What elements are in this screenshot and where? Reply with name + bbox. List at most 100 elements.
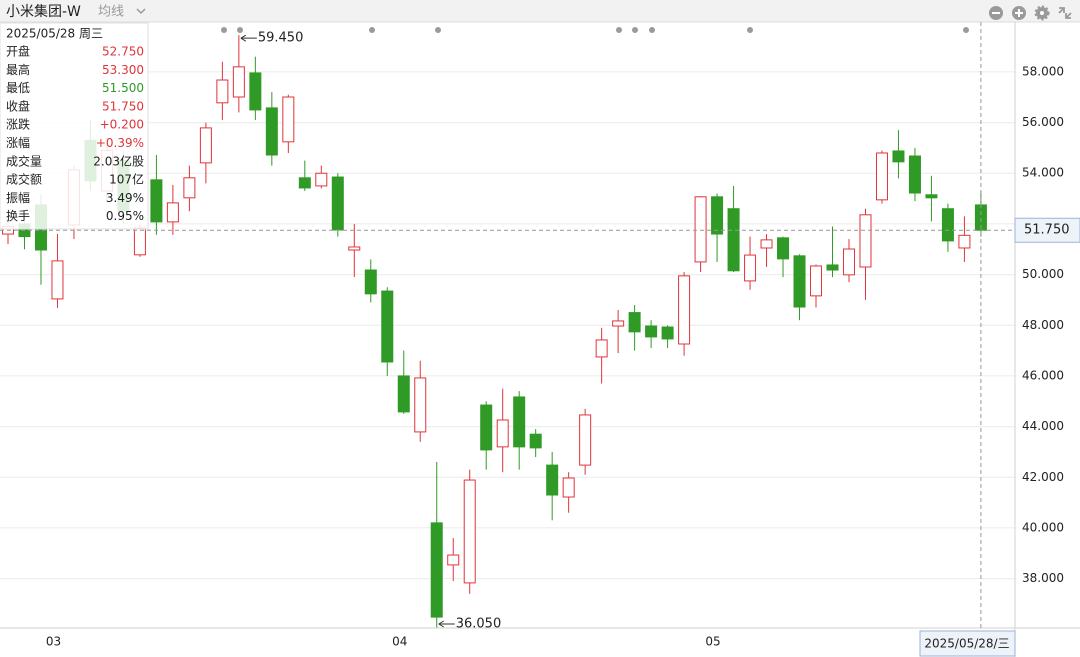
info-value: 0.95% (106, 209, 144, 223)
y-tick-label: 42.000 (1022, 470, 1064, 484)
event-marker[interactable] (649, 27, 655, 33)
candle-body (447, 554, 460, 566)
crosshair-date-box (919, 630, 1016, 657)
candle-body (315, 172, 328, 187)
candle-body (562, 477, 575, 498)
event-marker[interactable] (435, 27, 441, 33)
info-value: +0.39% (96, 136, 144, 150)
candle-body (51, 260, 64, 300)
candle-body (331, 176, 344, 231)
info-label: 成交额 (6, 172, 42, 187)
info-value: 3.49% (106, 191, 144, 205)
candle-body (166, 202, 179, 223)
candle-body (744, 254, 757, 282)
info-label: 最低 (6, 81, 30, 95)
x-tick-label: 03 (46, 635, 61, 649)
y-tick-label: 46.000 (1022, 368, 1064, 382)
info-label: 涨跌 (6, 117, 30, 132)
candle-body (859, 214, 872, 268)
candle-body (908, 155, 921, 194)
annotation-label: 59.450 (258, 31, 304, 46)
info-value: 52.750 (102, 45, 144, 59)
candle-body (183, 177, 196, 199)
candle-body (826, 264, 839, 271)
candle-body (348, 246, 361, 251)
x-tick-label: 05 (705, 635, 720, 649)
info-label: 换手 (6, 209, 30, 223)
candle-body (265, 107, 278, 156)
event-marker[interactable] (747, 27, 753, 33)
expand-button[interactable] (1058, 7, 1072, 19)
candle-body (892, 150, 905, 163)
crosshair-date-label: 2025/05/28/三 (924, 637, 1009, 651)
candle-body (513, 396, 526, 448)
candle-body (777, 237, 790, 260)
y-tick-label: 38.000 (1022, 571, 1064, 585)
candle-body (727, 208, 740, 272)
info-value: 107亿 (109, 172, 144, 187)
candle-body (941, 208, 954, 242)
candle-body (694, 196, 707, 263)
window-controls (989, 5, 1072, 21)
candle-body (199, 127, 212, 164)
candle-body (529, 433, 542, 449)
candle-body (661, 326, 674, 340)
candle-body (397, 375, 410, 413)
candle-body (463, 479, 476, 584)
candle-body (133, 227, 146, 256)
annotation-arrow (438, 620, 455, 628)
x-tick-label: 04 (392, 635, 407, 649)
candle-body (216, 79, 229, 104)
candle-body (480, 404, 493, 451)
candle-body (579, 414, 592, 466)
y-tick-label: 58.000 (1022, 64, 1064, 78)
plot-area: 38.000 40.000 42.000 44.000 46.000 48.000 50.0… (0, 35, 1064, 649)
info-label: 收盘 (6, 98, 30, 113)
info-label: 振幅 (6, 190, 30, 205)
y-tick-label: 56.000 (1022, 115, 1064, 129)
info-label: 最高 (6, 62, 30, 77)
candle-body (958, 234, 971, 249)
info-label: 涨幅 (6, 135, 30, 150)
candle-body (760, 239, 773, 249)
candle-body (810, 265, 823, 297)
candle-body (612, 320, 625, 327)
candle-body (364, 269, 377, 295)
y-tick-label: 48.000 (1022, 318, 1064, 332)
candle-body (150, 179, 163, 223)
info-label: 成交量 (6, 153, 42, 168)
candle-body (282, 96, 295, 143)
candle-body (842, 248, 855, 276)
candle-body (925, 194, 938, 199)
event-marker[interactable] (369, 27, 375, 33)
event-marker[interactable] (616, 27, 622, 33)
candle-body (496, 419, 509, 448)
candle-body (628, 312, 641, 333)
info-value: 2.03亿股 (93, 153, 144, 168)
dropdown-chevron[interactable] (136, 8, 146, 15)
top-bar (0, 0, 1080, 22)
candle-body (793, 255, 806, 308)
settings-icon (1040, 11, 1044, 15)
candle-body (381, 290, 394, 363)
event-marker[interactable] (963, 27, 969, 33)
y-tick-label: 50.000 (1022, 267, 1064, 281)
y-tick-label: 40.000 (1022, 520, 1064, 534)
candle-body (298, 177, 311, 189)
event-marker[interactable] (237, 27, 243, 33)
candle-body (711, 196, 724, 235)
annotation-label: 36.050 (456, 617, 502, 632)
zoom-in-icon (1015, 9, 1023, 17)
info-rows: 开盘 52.750 最高 53.300 最低 51.500 收盘 51.750 涨跌 +0.200… (6, 44, 144, 224)
info-label: 开盘 (6, 44, 30, 59)
indicator-selector[interactable]: 均线 (98, 5, 124, 20)
info-date: 2025/05/28 周三 (6, 27, 103, 41)
info-value: 53.300 (102, 63, 144, 77)
event-marker[interactable] (632, 27, 638, 33)
candle-body (678, 275, 691, 345)
event-marker[interactable] (221, 27, 227, 33)
last-price-box (1014, 217, 1080, 243)
candle-body (249, 72, 262, 111)
